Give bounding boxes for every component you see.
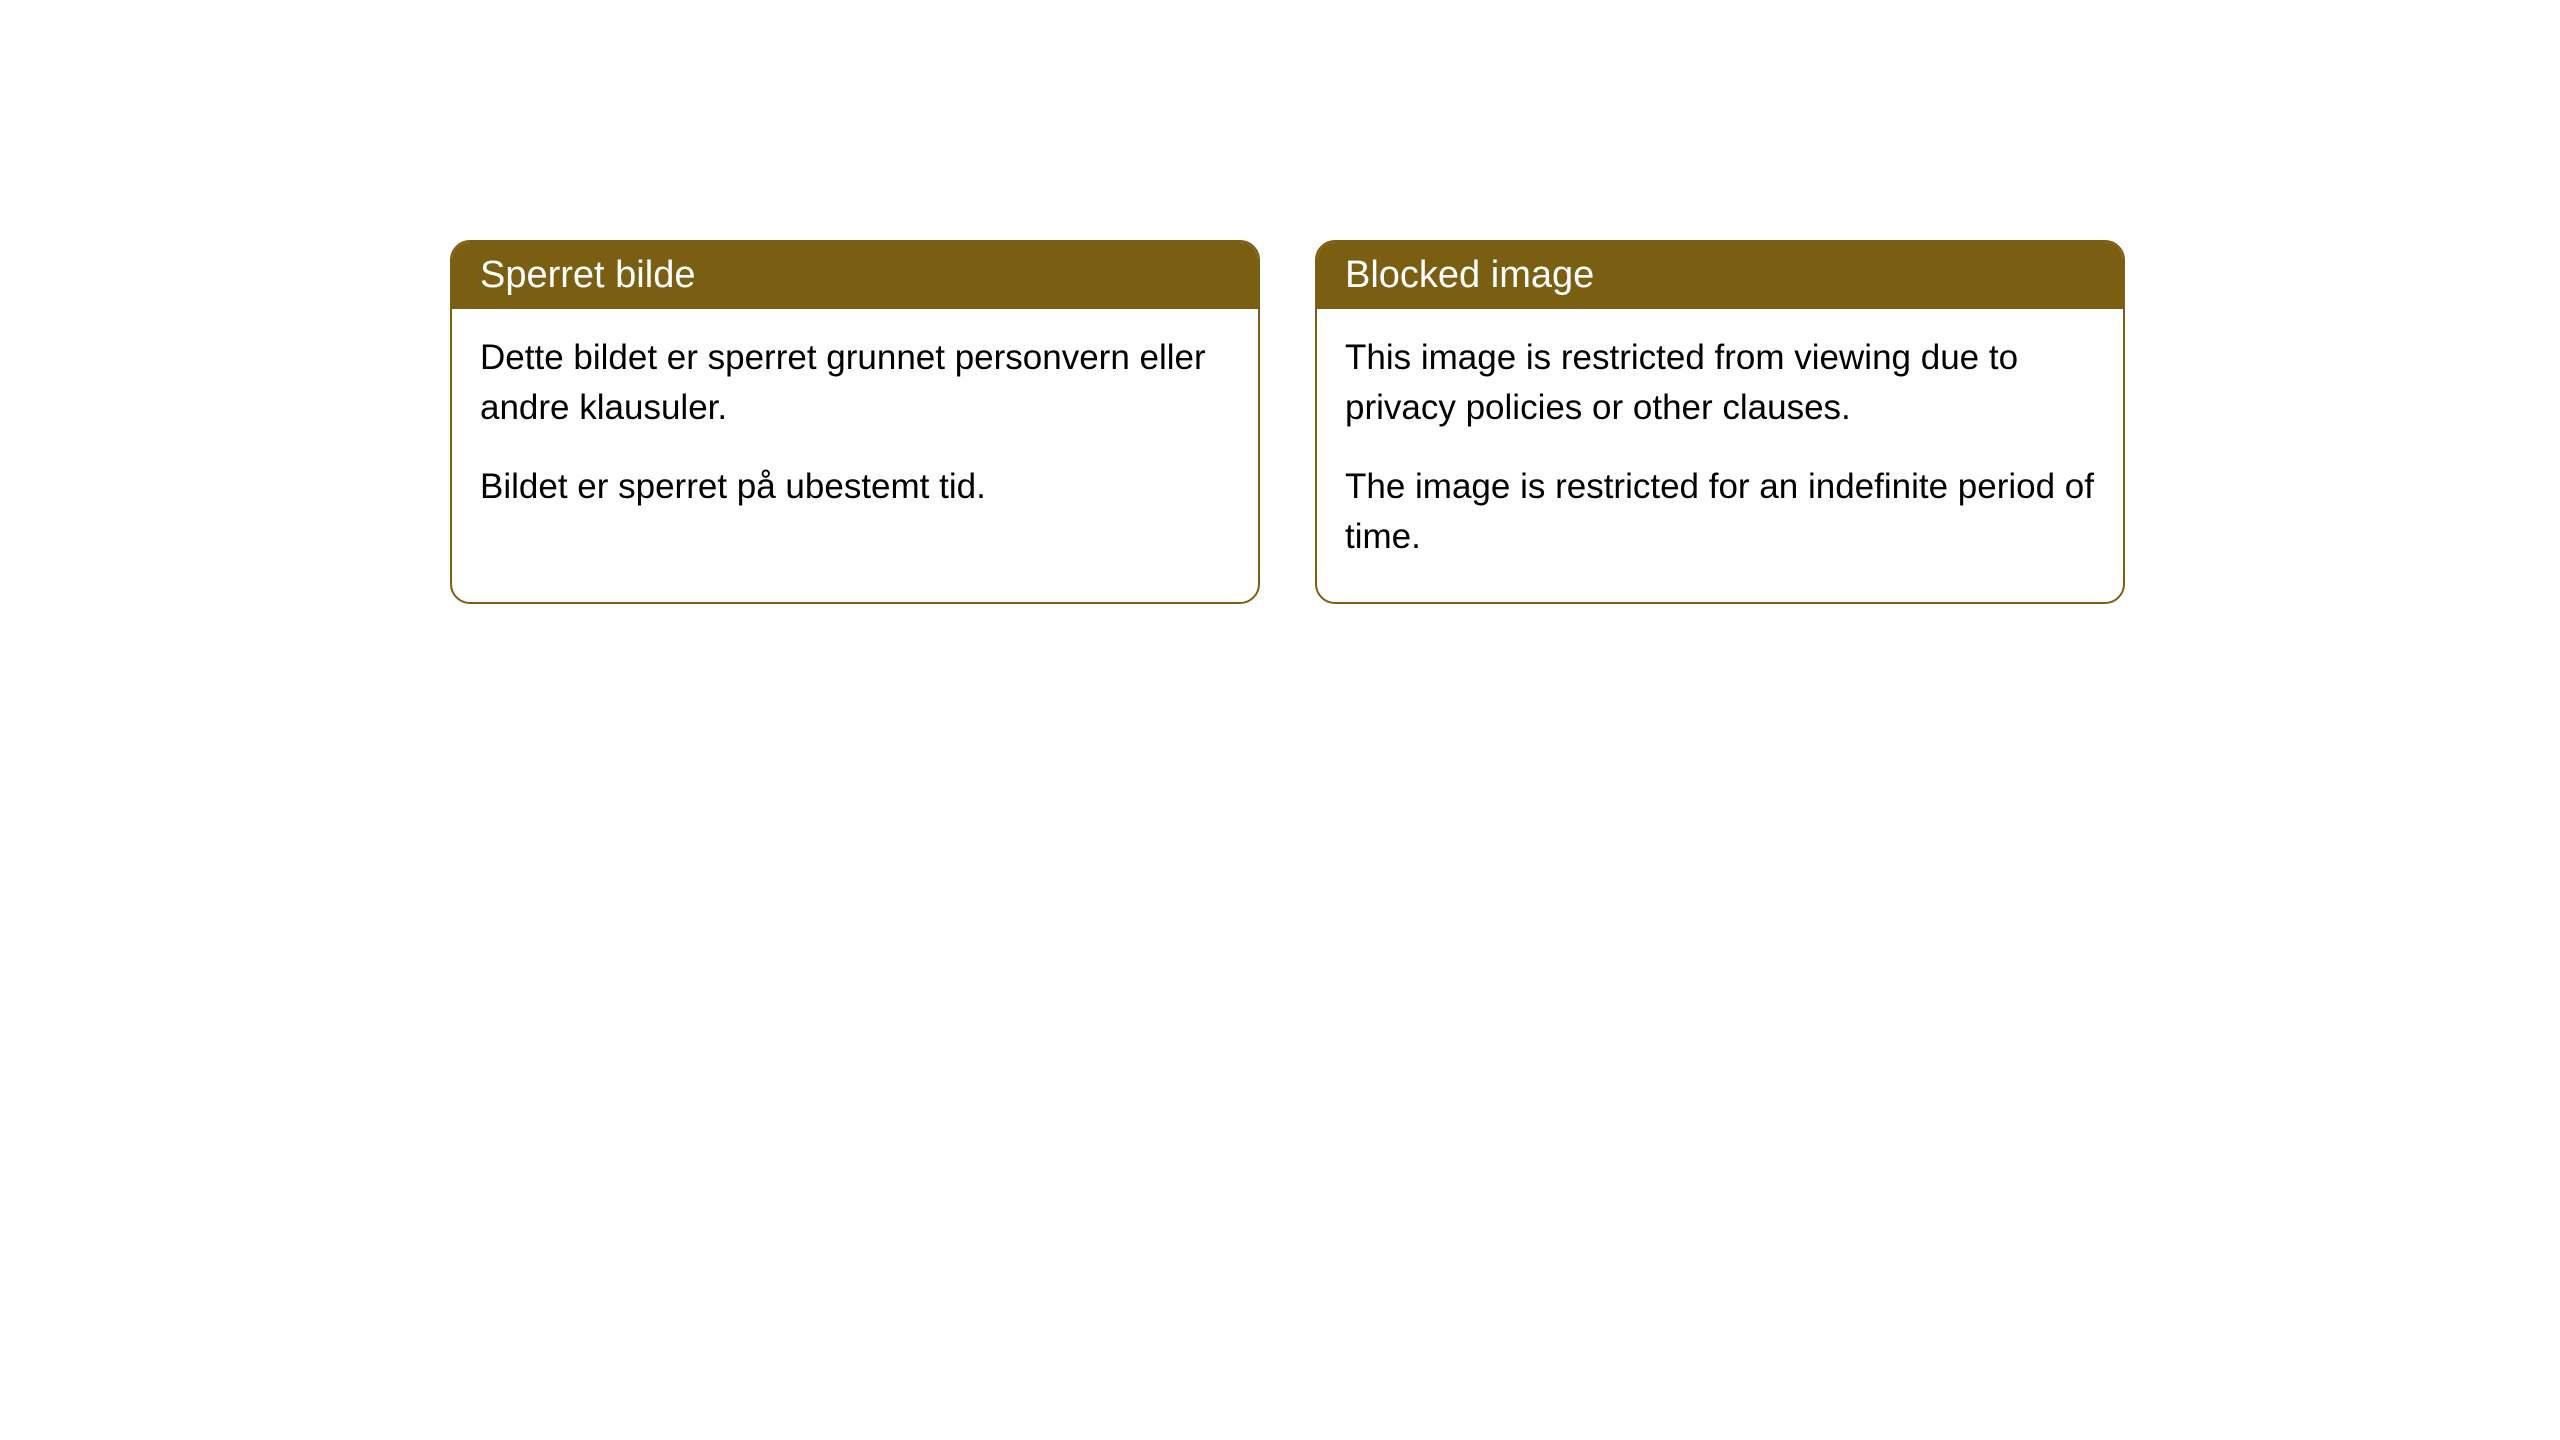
notice-paragraph-2-en: The image is restricted for an indefinit… xyxy=(1345,462,2095,561)
notice-title-no: Sperret bilde xyxy=(480,254,695,296)
notice-paragraph-1-no: Dette bildet er sperret grunnet personve… xyxy=(480,333,1230,432)
notice-card-body-no: Dette bildet er sperret grunnet personve… xyxy=(452,309,1258,552)
notice-title-en: Blocked image xyxy=(1345,254,1594,296)
notice-cards-container: Sperret bilde Dette bildet er sperret gr… xyxy=(450,240,2125,604)
notice-paragraph-2-no: Bildet er sperret på ubestemt tid. xyxy=(480,462,1230,512)
notice-card-body-en: This image is restricted from viewing du… xyxy=(1317,309,2123,602)
notice-card-no: Sperret bilde Dette bildet er sperret gr… xyxy=(450,240,1260,604)
notice-card-header-en: Blocked image xyxy=(1317,242,2123,309)
notice-paragraph-1-en: This image is restricted from viewing du… xyxy=(1345,333,2095,432)
notice-card-header-no: Sperret bilde xyxy=(452,242,1258,309)
notice-card-en: Blocked image This image is restricted f… xyxy=(1315,240,2125,604)
